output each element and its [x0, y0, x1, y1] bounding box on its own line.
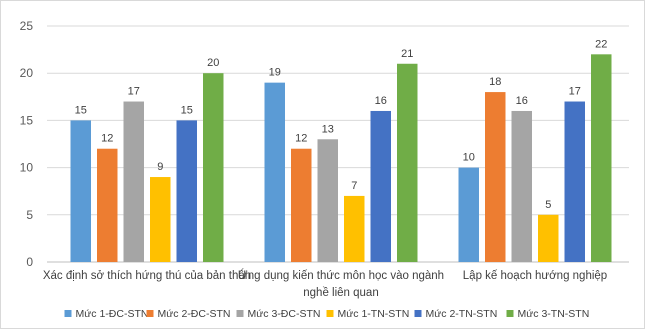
data-label-4-cat-1: 9 [157, 161, 163, 173]
bar-2-cat-1 [97, 148, 118, 262]
data-label-5-cat-2: 16 [375, 95, 387, 107]
legend-swatch-6 [506, 310, 514, 317]
bar-5-cat-3 [564, 101, 585, 263]
data-label-6-cat-3: 22 [595, 38, 607, 50]
bar-5-cat-1 [176, 120, 197, 263]
y-tick-label-0: 0 [26, 255, 33, 269]
data-label-5-cat-1: 15 [181, 104, 193, 116]
legend-swatch-2 [146, 310, 154, 317]
bar-1-cat-3 [458, 167, 479, 262]
data-label-6-cat-1: 20 [207, 57, 219, 69]
data-label-4-cat-3: 5 [545, 199, 551, 211]
bar-2-cat-2 [291, 148, 312, 262]
legend-swatch-3 [236, 310, 244, 317]
bar-5-cat-2 [370, 110, 391, 263]
legend-swatch-5 [414, 310, 422, 317]
data-label-3-cat-3: 16 [516, 95, 528, 107]
bar-6-cat-3 [591, 54, 612, 262]
bar-3-cat-2 [317, 139, 338, 262]
bar-4-cat-1 [150, 177, 171, 262]
data-label-5-cat-3: 17 [569, 86, 581, 98]
data-label-1-cat-3: 10 [463, 152, 475, 164]
legend-label-1: Mức 1-ĐC-STN [76, 308, 149, 320]
legend-label-6: Mức 3-TN-STN [518, 308, 590, 320]
data-label-1-cat-2: 19 [269, 67, 281, 79]
data-label-2-cat-3: 18 [489, 76, 501, 88]
category-label-3-line-1: Lập kế hoạch hướng nghiệp [463, 270, 607, 282]
category-label-1-line-1: Xác định sở thích hứng thú của bản thân [43, 270, 251, 282]
bar-6-cat-1 [203, 73, 224, 262]
legend-swatch-4 [326, 310, 334, 317]
data-label-2-cat-1: 12 [101, 133, 113, 145]
bar-2-cat-3 [485, 92, 506, 262]
data-label-2-cat-2: 12 [295, 133, 307, 145]
legend-label-3: Mức 3-ĐC-STN [248, 308, 321, 320]
legend-label-5: Mức 2-TN-STN [426, 308, 498, 320]
data-label-4-cat-2: 7 [351, 180, 357, 192]
data-label-3-cat-1: 17 [128, 86, 140, 98]
bar-3-cat-1 [123, 101, 144, 263]
data-label-1-cat-1: 15 [75, 104, 87, 116]
bar-3-cat-3 [511, 110, 532, 263]
y-tick-label-10: 10 [20, 161, 34, 175]
data-label-3-cat-2: 13 [322, 123, 334, 135]
legend-label-2: Mức 2-ĐC-STN [158, 308, 231, 320]
y-tick-label-20: 20 [20, 66, 34, 80]
category-label-2-line-1: Ứng dụng kiến thức môn học vào ngành [238, 269, 444, 282]
bar-1-cat-1 [70, 120, 91, 263]
bar-4-cat-2 [344, 195, 365, 262]
legend-label-4: Mức 1-TN-STN [338, 308, 410, 320]
bar-4-cat-3 [538, 214, 559, 262]
category-label-2-line-2: nghề liên quan [303, 287, 378, 299]
y-tick-label-25: 25 [20, 19, 34, 33]
y-tick-label-15: 15 [20, 113, 34, 127]
data-label-6-cat-2: 21 [401, 48, 413, 60]
y-tick-label-5: 5 [26, 208, 33, 222]
legend-swatch-1 [64, 310, 72, 317]
bar-1-cat-2 [264, 82, 285, 262]
bar-6-cat-2 [397, 63, 418, 263]
